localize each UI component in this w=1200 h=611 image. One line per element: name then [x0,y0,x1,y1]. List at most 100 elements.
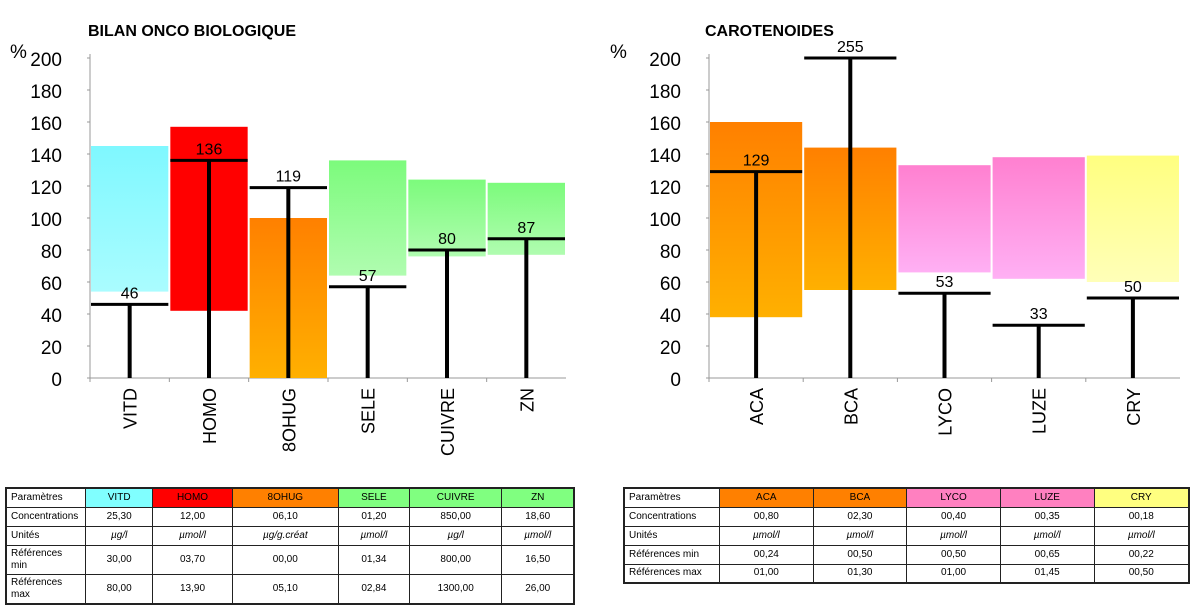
value-label: 57 [359,268,377,285]
y-tick-label: 20 [660,338,681,359]
x-tick-label: LUZE [1030,388,1050,434]
value-label: 255 [837,39,864,56]
table-cell: 30,00 [84,544,154,575]
y-tick-label: 20 [41,338,62,359]
value-label: 136 [196,141,223,158]
table-cell: 00,24 [719,544,814,565]
table-row: Références min 00,24 00,50 00,50 00,65 00,22 [623,544,1190,565]
chart-bilan-onco: BILAN ONCO BIOLOGIQUE% 0 20 40 60 80 100 120 140… [10,23,566,456]
table-row: Références min 30,00 03,70 00,00 01,34 800,00… [5,544,575,575]
chart-title: BILAN ONCO BIOLOGIQUE [88,23,296,40]
value-label: 46 [121,285,139,302]
y-tick-label: 140 [649,146,681,167]
value-label: 53 [936,274,954,291]
table-cell: 05,10 [231,573,339,604]
y-tick-label: 40 [660,306,681,327]
table-cell: 00,50 [906,544,1001,565]
x-tick-label: HOMO [200,388,220,444]
value-label: 119 [276,169,302,186]
table-cell: 00,40 [906,506,1001,527]
x-tick-label: CUIVRE [438,388,458,456]
y-tick-label: 80 [660,242,681,263]
y-tick-label: 60 [660,274,681,295]
table-cell: 00,65 [999,544,1095,565]
table-cell: 12,00 [152,506,233,527]
table-cell: 01,00 [906,563,1001,584]
y-axis-label: % [10,42,27,63]
table-cell: µmol/l [501,525,575,546]
x-tick-label: SELE [359,388,379,434]
y-tick-label: 140 [30,146,62,167]
column-header-cell: 8OHUG [231,487,339,508]
table-cell: 00,80 [719,506,814,527]
table-cell: µmol/l [719,525,814,546]
value-label: 50 [1124,279,1142,296]
table-row: Paramètres ACA BCA LYCO LUZE CRY [623,487,1190,508]
table-cell: 26,00 [501,573,575,604]
table-cell: µg/l [84,525,154,546]
value-label: 33 [1030,306,1048,323]
reference-range-bar [408,179,486,257]
y-tick-label: 100 [649,210,681,231]
column-header-cell: SELE [337,487,410,508]
reference-range-bar [329,160,407,276]
table-cell: 01,30 [812,563,908,584]
row-header-cell: Concentrations [5,506,86,527]
table-cell: 25,30 [84,506,154,527]
y-tick-label: 120 [649,178,681,199]
table-cell: 1300,00 [408,573,503,604]
table-cell: µmol/l [337,525,410,546]
table-row: Unités µg/l µmol/l µg/g.créat µmol/l µg/l µmol… [5,525,575,546]
y-tick-label: 160 [649,114,681,135]
column-header-cell: CRY [1093,487,1190,508]
table-cell: 00,50 [812,544,908,565]
table-cell: 06,10 [231,506,339,527]
table-cell: µg/g.créat [231,525,339,546]
y-tick-label: 40 [41,306,62,327]
reference-range-bar [91,146,169,292]
value-label: 129 [743,153,770,170]
table-cell: 01,20 [337,506,410,527]
y-tick-label: 180 [649,82,681,103]
y-tick-label: 100 [30,210,62,231]
table-cell: 01,34 [337,544,410,575]
y-tick-label: 80 [41,242,62,263]
table-cell: 80,00 [84,573,154,604]
table-cell: 03,70 [152,544,233,575]
table-cell: 00,18 [1093,506,1190,527]
y-tick-label: 160 [30,114,62,135]
reference-range-bar [1086,155,1179,282]
column-header-cell: BCA [812,487,908,508]
chart-carotenoides: CAROTENOIDES% 0 20 40 60 80 100 120 140 160 180 200… [610,23,1180,436]
y-tick-label: 200 [649,50,681,71]
table-cell: 13,90 [152,573,233,604]
y-tick-label: 120 [30,178,62,199]
value-label: 80 [438,231,456,248]
column-header-cell: ZN [501,487,575,508]
table-cell: 00,50 [1093,563,1190,584]
y-tick-label: 180 [30,82,62,103]
x-tick-label: CRY [1124,388,1144,426]
x-tick-label: LYCO [936,388,956,436]
table-cell: 00,35 [999,506,1095,527]
table-cell: 800,00 [408,544,503,575]
reference-range-bar [898,165,991,273]
reference-range-bar [992,157,1085,279]
table-row: Concentrations 00,80 02,30 00,40 00,35 00,18 [623,506,1190,527]
table-cell: 02,84 [337,573,410,604]
x-tick-label: ACA [747,388,767,425]
x-tick-label: 8OHUG [279,388,299,452]
table-cell: 02,30 [812,506,908,527]
value-label: 87 [517,220,535,237]
table-cell: µmol/l [1093,525,1190,546]
row-header-cell: Références min [5,544,86,575]
y-tick-label: 200 [30,50,62,71]
table-row: Références max 01,00 01,30 01,00 01,45 00,50 [623,563,1190,584]
table-cell: µmol/l [999,525,1095,546]
row-header-cell: Références min [623,544,720,565]
row-header-cell: Unités [623,525,720,546]
y-tick-label: 60 [41,274,62,295]
table-cell: µmol/l [812,525,908,546]
column-header-cell: LUZE [999,487,1095,508]
y-tick-label: 0 [51,370,62,391]
